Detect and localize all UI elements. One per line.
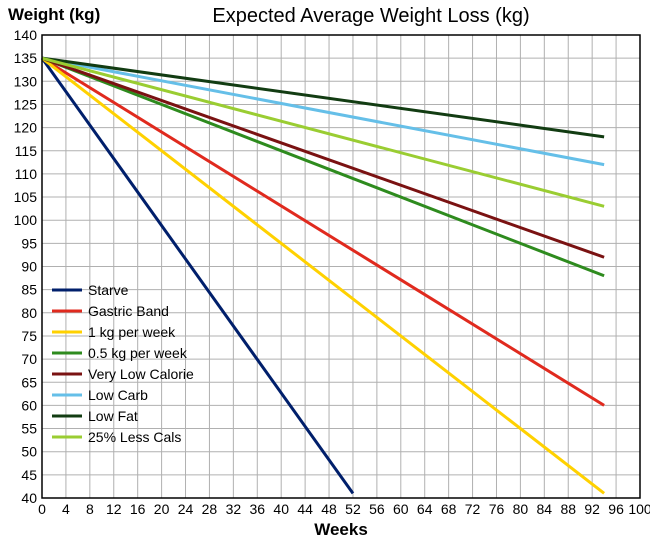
legend-label: Low Fat	[88, 408, 138, 424]
y-tick-label: 45	[21, 467, 37, 483]
x-tick-label: 96	[608, 501, 624, 517]
y-tick-label: 115	[15, 143, 38, 159]
weight-loss-chart: 0481216202428323640444852566064687276808…	[0, 0, 650, 539]
x-tick-label: 20	[154, 501, 170, 517]
x-tick-label: 92	[584, 501, 600, 517]
x-tick-label: 72	[465, 501, 481, 517]
y-tick-label: 65	[21, 374, 37, 390]
x-tick-label: 84	[537, 501, 553, 517]
y-tick-label: 105	[14, 189, 38, 205]
y-tick-label: 75	[21, 328, 37, 344]
x-tick-label: 68	[441, 501, 457, 517]
y-tick-label: 80	[21, 305, 37, 321]
x-tick-label: 0	[38, 501, 46, 517]
x-tick-label: 32	[226, 501, 242, 517]
x-tick-label: 44	[297, 501, 313, 517]
y-tick-label: 90	[21, 259, 37, 275]
y-tick-label: 120	[14, 120, 38, 136]
x-tick-label: 40	[273, 501, 289, 517]
legend-label: Very Low Calorie	[88, 366, 194, 382]
y-axis-title: Weight (kg)	[8, 5, 100, 24]
legend-label: 1 kg per week	[88, 324, 176, 340]
x-tick-label: 4	[62, 501, 70, 517]
x-tick-label: 48	[321, 501, 337, 517]
legend-label: 25% Less Cals	[88, 429, 181, 445]
x-tick-label: 88	[560, 501, 576, 517]
y-tick-label: 40	[21, 490, 37, 506]
x-tick-label: 52	[345, 501, 361, 517]
x-tick-label: 80	[513, 501, 529, 517]
y-tick-label: 95	[21, 235, 37, 251]
chart-svg: 0481216202428323640444852566064687276808…	[0, 0, 650, 539]
y-tick-label: 100	[14, 212, 38, 228]
chart-title: Expected Average Weight Loss (kg)	[212, 5, 529, 27]
y-tick-label: 125	[14, 96, 38, 112]
y-tick-label: 85	[21, 282, 37, 298]
x-tick-label: 36	[249, 501, 265, 517]
legend-label: 0.5 kg per week	[88, 345, 188, 361]
y-tick-label: 140	[14, 27, 38, 43]
x-tick-label: 16	[130, 501, 146, 517]
legend-label: Gastric Band	[88, 303, 169, 319]
x-tick-label: 56	[369, 501, 385, 517]
y-tick-label: 60	[21, 397, 37, 413]
x-tick-label: 12	[106, 501, 122, 517]
y-tick-label: 135	[14, 50, 38, 66]
x-tick-label: 28	[202, 501, 218, 517]
x-tick-label: 60	[393, 501, 409, 517]
y-tick-label: 70	[21, 351, 37, 367]
x-tick-label: 64	[417, 501, 433, 517]
legend-label: Low Carb	[88, 387, 148, 403]
x-axis-title: Weeks	[314, 520, 368, 539]
x-tick-label: 76	[489, 501, 505, 517]
y-tick-label: 130	[14, 73, 38, 89]
x-tick-label: 8	[86, 501, 94, 517]
x-tick-label: 100	[628, 501, 650, 517]
y-tick-label: 50	[21, 444, 37, 460]
x-tick-label: 24	[178, 501, 194, 517]
y-tick-label: 110	[15, 166, 38, 182]
y-tick-label: 55	[21, 421, 37, 437]
legend-label: Starve	[88, 282, 129, 298]
